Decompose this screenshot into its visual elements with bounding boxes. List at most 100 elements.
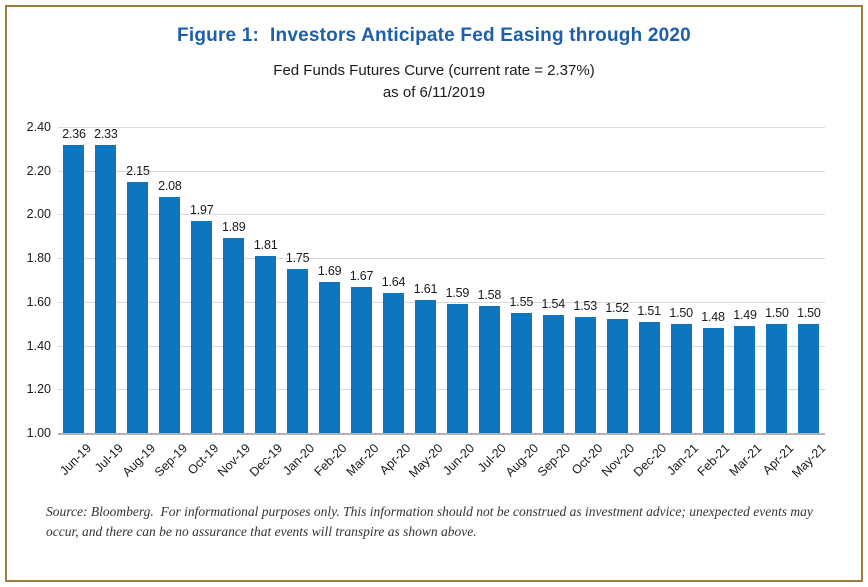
bar-value-label: 1.50 bbox=[797, 305, 821, 320]
bar-group: 1.53 Oct-20 bbox=[569, 127, 605, 477]
bar-value-label: 1.75 bbox=[285, 251, 310, 266]
bar-value-label: 1.67 bbox=[349, 268, 374, 283]
bar-group: 1.50 Jan-21 bbox=[664, 127, 701, 478]
bar-group: 1.58 Jul-20 bbox=[473, 127, 509, 475]
bar-value-label: 1.59 bbox=[445, 286, 470, 301]
bar-group: 1.75 Jan-20 bbox=[281, 127, 318, 478]
bar bbox=[63, 145, 85, 433]
bar-value-label: 1.49 bbox=[733, 307, 757, 322]
bar-value-label: 1.50 bbox=[669, 305, 693, 320]
chart-as-of-date: as of 6/11/2019 bbox=[382, 84, 486, 101]
x-axis-tick-label: May-20 bbox=[405, 441, 446, 481]
x-axis-tick-label: May-21 bbox=[789, 441, 829, 481]
bar-group: 1.50 May-21 bbox=[789, 127, 828, 481]
x-axis-tick-label: Aug-20 bbox=[502, 441, 542, 480]
bar bbox=[255, 255, 277, 433]
x-axis-tick-label: Aug-19 bbox=[119, 441, 158, 480]
bar-group: 1.50 Apr-21 bbox=[760, 127, 796, 478]
bar bbox=[414, 299, 436, 433]
gridline bbox=[58, 214, 825, 216]
bar-group: 1.54 Sep-20 bbox=[535, 127, 573, 479]
bar-group: 2.15 Aug-19 bbox=[119, 127, 157, 480]
bar-group: 1.69 Feb-20 bbox=[312, 127, 350, 479]
bar bbox=[798, 323, 820, 433]
gridline bbox=[58, 258, 825, 260]
y-axis-tick-label: 2.40 bbox=[26, 120, 51, 134]
y-axis-tick-label: 1.00 bbox=[26, 426, 51, 440]
bar-value-label: 1.53 bbox=[573, 299, 597, 314]
bar bbox=[638, 321, 660, 433]
x-axis-tick-label: Sep-20 bbox=[534, 441, 574, 480]
bar bbox=[319, 282, 341, 433]
bar-group: 1.49 Mar-21 bbox=[727, 127, 765, 479]
bars: 2.36 Jun-19 2.33 Jul-19 2.15 Aug-19 2.08 Sep-19… bbox=[57, 127, 829, 481]
gridline bbox=[58, 301, 825, 303]
x-axis-tick-label: Mar-20 bbox=[343, 441, 382, 479]
bar-group: 1.67 Mar-20 bbox=[344, 127, 382, 479]
bar-value-label: 1.55 bbox=[509, 294, 534, 309]
x-axis-tick-label: Nov-19 bbox=[215, 441, 254, 480]
bar-value-label: 1.48 bbox=[701, 310, 725, 325]
bar-group: 1.59 Jun-20 bbox=[440, 127, 477, 478]
x-axis-tick-label: Feb-21 bbox=[695, 441, 733, 479]
bar bbox=[478, 306, 500, 433]
x-axis-line bbox=[58, 433, 825, 435]
x-axis-tick-label: Jan-20 bbox=[280, 441, 318, 478]
y-axis: 2.40 2.20 2.00 1.80 1.60 1.40 1.20 1.00 bbox=[14, 120, 58, 440]
bar-group: 2.33 Jul-19 bbox=[90, 127, 126, 475]
bar bbox=[670, 323, 692, 433]
x-axis-tick-label: Nov-20 bbox=[598, 441, 638, 480]
bar-group: 1.48 Feb-21 bbox=[695, 127, 733, 479]
x-axis-tick-label: Jun-19 bbox=[56, 441, 94, 478]
x-axis-tick-label: Sep-19 bbox=[151, 441, 190, 480]
bar-value-label: 1.81 bbox=[253, 237, 278, 252]
bar bbox=[446, 304, 468, 433]
bar-value-label: 1.97 bbox=[190, 203, 214, 217]
x-axis-tick-label: Oct-19 bbox=[185, 441, 222, 478]
bar-value-label: 1.51 bbox=[637, 303, 661, 318]
bar bbox=[159, 196, 181, 433]
x-axis-tick-label: Jun-20 bbox=[440, 441, 478, 478]
source-note-line: Source: Bloomberg. For informational pur… bbox=[46, 504, 813, 519]
bar-group: 1.81 Dec-19 bbox=[247, 127, 285, 479]
bar-group: 1.51 Dec-20 bbox=[631, 127, 669, 480]
x-axis-tick-label: Dec-19 bbox=[247, 441, 286, 480]
gridline bbox=[58, 127, 825, 128]
bar bbox=[766, 323, 788, 433]
bar bbox=[223, 238, 245, 433]
y-axis-tick-label: 1.20 bbox=[26, 382, 51, 397]
bar-group: 1.61 May-20 bbox=[406, 127, 445, 481]
chart-subtitle: Fed Funds Futures Curve (current rate = … bbox=[273, 62, 595, 79]
bar-group: 1.64 Apr-20 bbox=[377, 127, 413, 477]
gridline bbox=[58, 170, 825, 172]
source-note-line: occur, and there can be no assurance tha… bbox=[46, 523, 477, 539]
figure-title: Figure 1: Investors Anticipate Fed Easin… bbox=[177, 25, 691, 46]
bar-value-label: 2.15 bbox=[126, 163, 150, 178]
bar bbox=[351, 286, 373, 433]
bar-group: 1.55 Aug-20 bbox=[503, 127, 541, 480]
bar bbox=[702, 328, 724, 433]
bar-group: 1.97 Oct-19 bbox=[185, 127, 221, 477]
y-axis-tick-label: 2.20 bbox=[26, 163, 51, 178]
bar bbox=[383, 293, 404, 433]
bar-value-label: 1.64 bbox=[381, 275, 406, 290]
y-axis-tick-label: 1.40 bbox=[26, 338, 51, 353]
bar bbox=[127, 181, 149, 433]
gridline bbox=[58, 345, 825, 347]
bar-group: 1.52 Nov-20 bbox=[599, 127, 637, 479]
bar bbox=[606, 319, 628, 433]
bar-value-label: 1.50 bbox=[765, 305, 789, 320]
x-axis-tick-label: Jan-21 bbox=[664, 441, 701, 478]
x-axis-tick-label: Mar-21 bbox=[727, 441, 765, 479]
bar-value-label: 1.61 bbox=[413, 281, 438, 296]
bar-value-label: 2.36 bbox=[62, 127, 86, 141]
bar bbox=[95, 145, 117, 433]
bar-value-label: 1.69 bbox=[317, 264, 342, 279]
y-axis-tick-label: 1.80 bbox=[26, 251, 51, 266]
x-axis-tick-label: Dec-20 bbox=[630, 441, 670, 480]
x-axis-tick-label: Oct-20 bbox=[568, 441, 606, 478]
gridline bbox=[58, 389, 825, 391]
y-axis-tick-label: 2.00 bbox=[26, 207, 51, 222]
bar bbox=[287, 269, 309, 433]
